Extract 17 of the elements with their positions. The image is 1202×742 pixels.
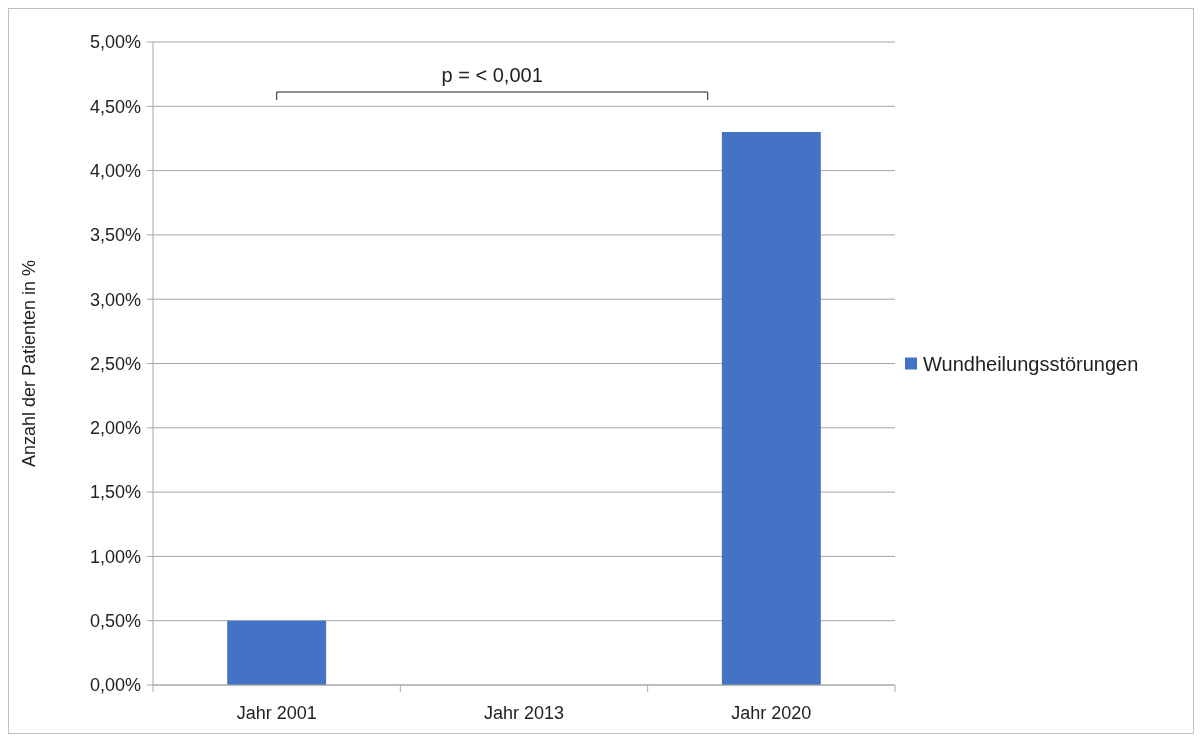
y-tick-label: 2,00% bbox=[89, 418, 141, 439]
x-tick-label: Jahr 2013 bbox=[483, 703, 565, 723]
y-tick-label: 3,00% bbox=[89, 289, 141, 310]
y-tick-label: 1,50% bbox=[89, 482, 141, 503]
x-tick-label: Jahr 2020 bbox=[731, 703, 812, 723]
y-tick-label: 0,50% bbox=[89, 611, 141, 631]
y-tick-label: 4,00% bbox=[89, 160, 141, 181]
y-tick-label: 2,50% bbox=[89, 353, 141, 374]
y-tick-label: 0,00% bbox=[89, 675, 141, 696]
x-tick-label: Jahr 2001 bbox=[236, 703, 317, 723]
legend-label: Wundheilungsstörungen bbox=[923, 352, 1139, 375]
y-tick-label: 3,50% bbox=[89, 225, 141, 246]
y-tick-label: 5,00% bbox=[89, 32, 141, 53]
annotation: p = < 0,001 bbox=[441, 64, 543, 86]
y-tick-label: 4,50% bbox=[89, 96, 141, 117]
y-axis-title: Anzahl der Patienten in % bbox=[19, 259, 39, 468]
y-tick-label: 1,00% bbox=[89, 546, 141, 567]
